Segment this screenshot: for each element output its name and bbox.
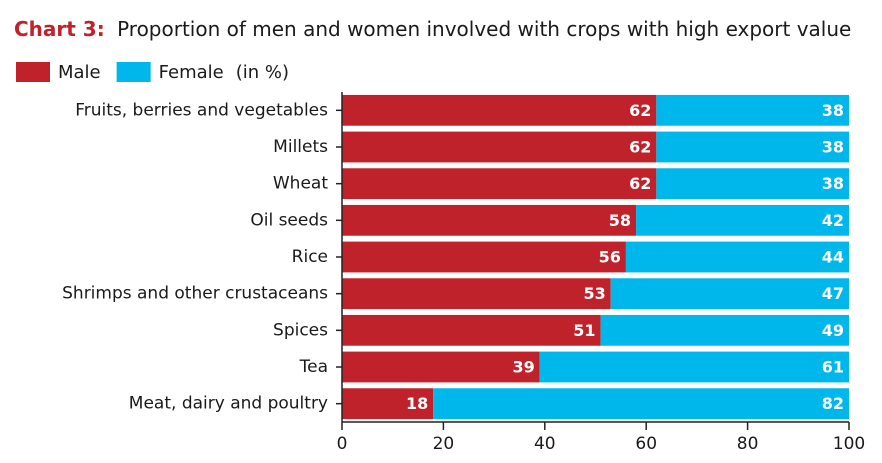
value-label: 58 [609,211,631,230]
value-label: 18 [406,394,428,413]
value-label: 38 [822,174,844,193]
title-label: Chart 3: [14,17,105,41]
legend-label: Male [58,62,101,83]
category-label: Oil seeds [250,210,328,230]
value-label: 82 [822,394,844,413]
category-label: Meat, dairy and poultry [129,394,328,414]
x-tick-label: 0 [337,434,348,454]
legend: Male Female (in %) [16,62,289,83]
value-label: 53 [583,284,605,303]
value-label: 51 [573,321,595,340]
value-label: 61 [822,358,844,377]
value-label: 38 [822,138,844,157]
chart-title: Chart 3: Proportion of men and women inv… [14,17,851,41]
value-label: 56 [599,248,621,267]
value-label: 44 [822,248,844,267]
bar-segment [433,388,849,420]
title-text: Proportion of men and women involved wit… [117,17,851,41]
value-label: 47 [822,284,844,303]
bar-segment [636,204,849,236]
legend-note: (in %) [236,62,289,83]
bar-segment [342,168,657,200]
bar-segment [610,278,849,310]
bar-segment [342,351,540,383]
bar-segment [342,241,626,273]
legend-swatch [116,62,151,82]
bar-segment [342,131,657,163]
category-label: Wheat [273,174,328,194]
x-tick-label: 80 [737,434,759,454]
legend-label: Female [159,62,224,83]
category-label: Shrimps and other crustaceans [62,284,328,304]
bar-segment [342,314,601,346]
bar-segment [342,204,637,236]
bar-segment [600,314,849,346]
x-tick-label: 20 [433,434,455,454]
value-label: 39 [512,358,534,377]
value-label: 38 [822,101,844,120]
bar-segment [656,131,849,163]
x-tick-label: 40 [534,434,556,454]
x-tick-label: 60 [635,434,657,454]
value-label: 49 [822,321,844,340]
x-tick-label: 100 [833,434,865,454]
bar-segment [342,94,657,126]
bar-segment [656,94,849,126]
category-label: Tea [299,357,328,377]
value-label: 42 [822,211,844,230]
category-label: Spices [273,320,328,340]
value-label: 62 [629,174,651,193]
legend-swatch [16,62,50,82]
category-label: Millets [273,137,328,157]
value-label: 62 [629,101,651,120]
category-label: Rice [292,247,328,267]
bar-segment [342,388,434,420]
bar-segment [625,241,849,273]
bar-segment [539,351,849,383]
bar-segment [342,278,611,310]
bar-segment [656,168,849,200]
category-label: Fruits, berries and vegetables [75,100,328,120]
value-label: 62 [629,138,651,157]
